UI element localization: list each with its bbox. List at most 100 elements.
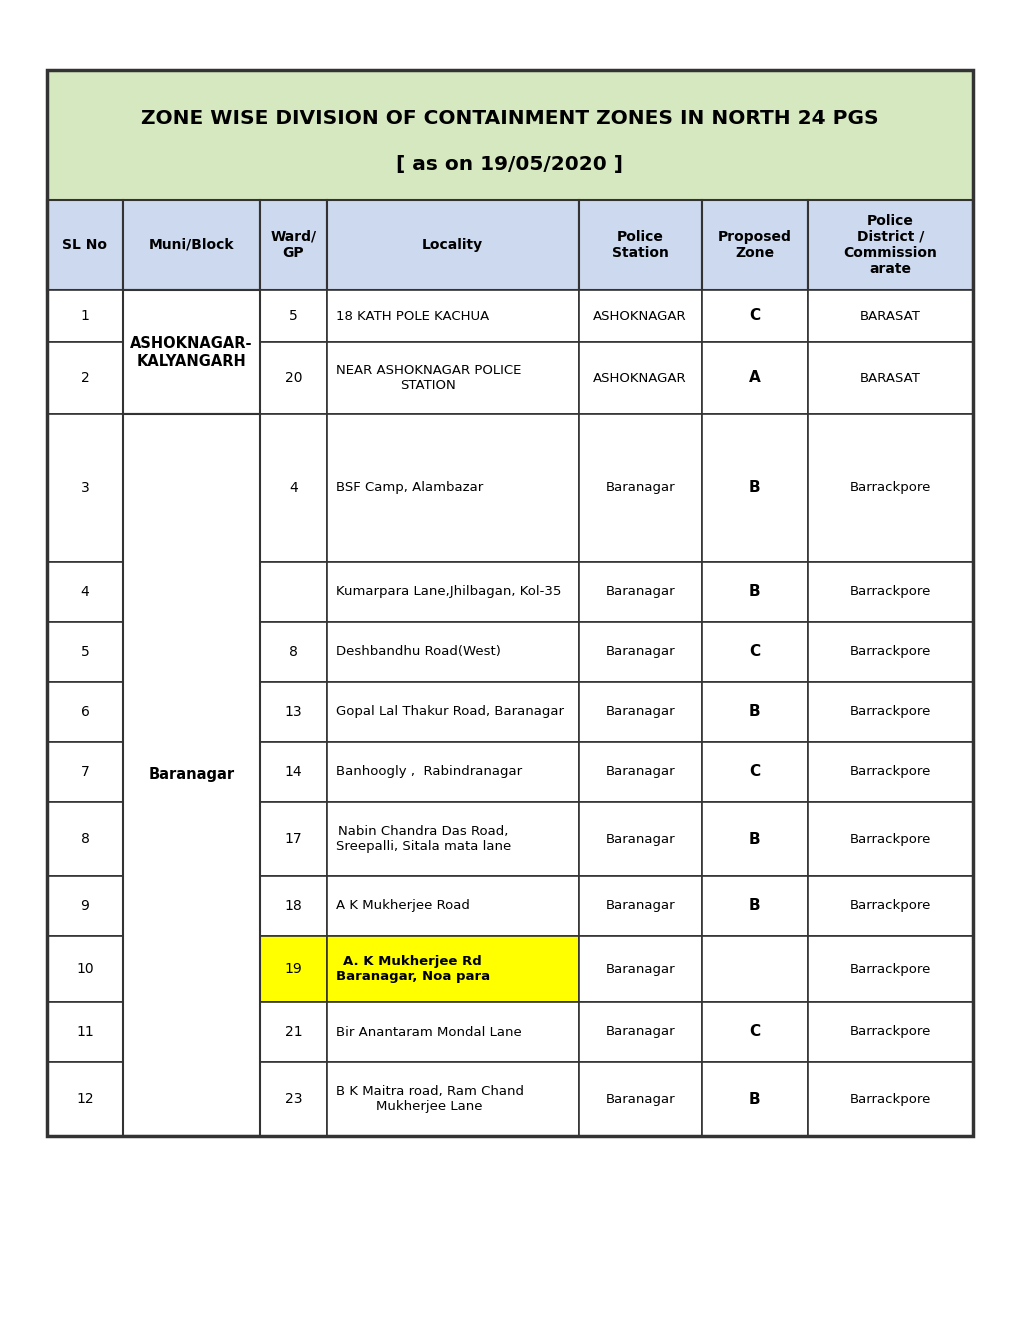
Text: 23: 23 [284, 1092, 302, 1106]
Text: Baranagar: Baranagar [604, 705, 675, 718]
Text: Gopal Lal Thakur Road, Baranagar: Gopal Lal Thakur Road, Baranagar [335, 705, 564, 718]
Bar [47, 562, 123, 622]
Bar [47, 342, 123, 414]
Bar [701, 742, 807, 803]
Bar [326, 1002, 578, 1063]
Text: BARASAT: BARASAT [859, 371, 920, 384]
Text: 20: 20 [284, 371, 302, 385]
Bar [807, 876, 972, 936]
Bar [47, 201, 123, 290]
Text: Barrackpore: Barrackpore [849, 899, 930, 912]
Bar [260, 876, 326, 936]
Bar [578, 936, 701, 1002]
Text: A: A [748, 371, 760, 385]
Text: 4: 4 [288, 480, 298, 495]
Text: 14: 14 [284, 766, 302, 779]
Text: Baranagar: Baranagar [604, 645, 675, 659]
Bar [260, 201, 326, 290]
Text: 1: 1 [81, 309, 90, 323]
Bar [807, 1002, 972, 1063]
Bar [578, 742, 701, 803]
Bar [47, 1002, 123, 1063]
Bar [260, 682, 326, 742]
Bar [260, 342, 326, 414]
Bar [326, 201, 578, 290]
Bar [807, 290, 972, 342]
Text: C: C [749, 1024, 760, 1040]
Text: Baranagar: Baranagar [604, 962, 675, 975]
Bar [578, 803, 701, 876]
Bar [47, 70, 972, 1137]
Text: ASHOKNAGAR-
KALYANGARH: ASHOKNAGAR- KALYANGARH [130, 335, 253, 368]
Bar [807, 201, 972, 290]
Bar [47, 70, 972, 201]
Bar [123, 562, 260, 622]
Bar [123, 876, 260, 936]
Bar [701, 1063, 807, 1137]
Text: 7: 7 [81, 766, 90, 779]
Text: Proposed
Zone: Proposed Zone [717, 230, 791, 260]
Bar [123, 201, 260, 290]
Bar [807, 742, 972, 803]
Text: 12: 12 [76, 1092, 94, 1106]
Bar [701, 562, 807, 622]
Text: Barrackpore: Barrackpore [849, 1093, 930, 1106]
Text: BARASAT: BARASAT [859, 309, 920, 322]
Text: Nabin Chandra Das Road,
Sreepalli, Sitala mata lane: Nabin Chandra Das Road, Sreepalli, Sital… [335, 825, 511, 853]
Text: Bir Anantaram Mondal Lane: Bir Anantaram Mondal Lane [335, 1026, 521, 1039]
Text: Barrackpore: Barrackpore [849, 1026, 930, 1039]
Bar [47, 290, 123, 342]
Text: ASHOKNAGAR: ASHOKNAGAR [593, 371, 686, 384]
Bar [807, 562, 972, 622]
Bar [701, 803, 807, 876]
Text: ZONE WISE DIVISION OF CONTAINMENT ZONES IN NORTH 24 PGS: ZONE WISE DIVISION OF CONTAINMENT ZONES … [141, 108, 878, 128]
Bar [123, 936, 260, 1002]
Bar [260, 936, 326, 1002]
Text: B: B [748, 585, 760, 599]
Bar [807, 682, 972, 742]
Bar [578, 290, 701, 342]
Text: 9: 9 [81, 899, 90, 913]
Bar [123, 1002, 260, 1063]
Text: 18: 18 [284, 899, 302, 913]
Bar [701, 342, 807, 414]
Text: Barrackpore: Barrackpore [849, 482, 930, 495]
Bar [260, 414, 326, 562]
Text: A. K Mukherjee Rd
Baranagar, Noa para: A. K Mukherjee Rd Baranagar, Noa para [335, 954, 489, 983]
Bar [47, 1063, 123, 1137]
Bar [807, 622, 972, 682]
Text: Barrackpore: Barrackpore [849, 645, 930, 659]
Bar [578, 1002, 701, 1063]
Text: Baranagar: Baranagar [604, 1093, 675, 1106]
Bar [701, 201, 807, 290]
Text: BSF Camp, Alambazar: BSF Camp, Alambazar [335, 482, 482, 495]
Bar [578, 562, 701, 622]
Text: [ as on 19/05/2020 ]: [ as on 19/05/2020 ] [396, 156, 623, 174]
Text: Baranagar: Baranagar [604, 482, 675, 495]
Text: SL No: SL No [62, 238, 107, 252]
Bar [260, 562, 326, 622]
Text: Police
District /
Commission
arate: Police District / Commission arate [843, 214, 936, 276]
Bar [701, 622, 807, 682]
Text: B: B [748, 705, 760, 719]
Text: B: B [748, 1092, 760, 1106]
Bar [578, 1063, 701, 1137]
Bar [47, 803, 123, 876]
Text: C: C [749, 764, 760, 780]
Bar [123, 342, 260, 414]
Text: B: B [748, 480, 760, 495]
Text: 4: 4 [81, 585, 90, 599]
Bar [123, 1063, 260, 1137]
Text: 10: 10 [76, 962, 94, 975]
Bar [123, 622, 260, 682]
Text: Barrackpore: Barrackpore [849, 705, 930, 718]
Bar [701, 1002, 807, 1063]
Text: 8: 8 [81, 832, 90, 846]
Bar [807, 803, 972, 876]
Bar [260, 742, 326, 803]
Bar [326, 562, 578, 622]
Bar [123, 290, 260, 414]
Bar [47, 622, 123, 682]
Bar [578, 682, 701, 742]
Bar [701, 290, 807, 342]
